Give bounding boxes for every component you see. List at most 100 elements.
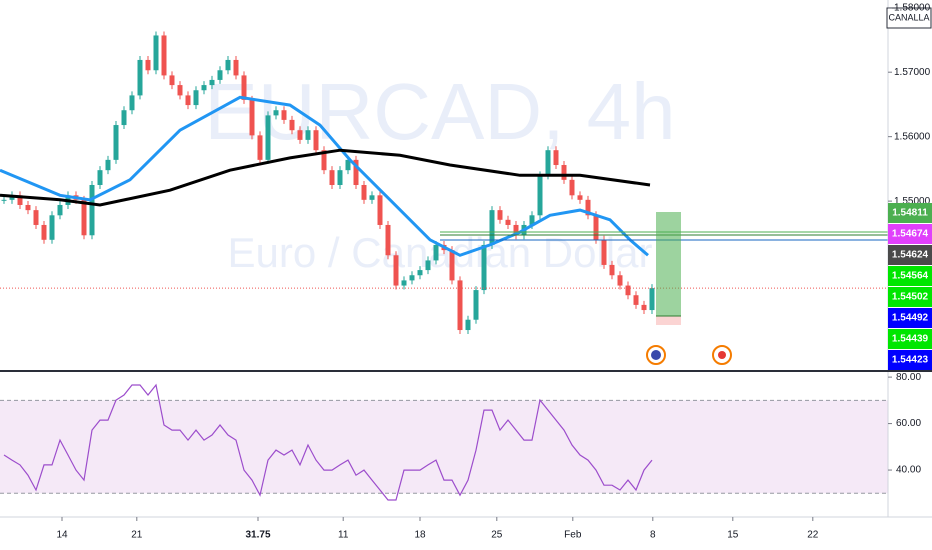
x-tick-label: 14 <box>56 530 68 541</box>
candle <box>345 159 351 171</box>
candle <box>121 110 127 126</box>
x-tick-label: 22 <box>807 530 819 541</box>
candle <box>385 224 391 256</box>
candle <box>433 244 439 261</box>
x-tick-label: 25 <box>491 530 503 541</box>
candle <box>409 275 415 281</box>
candle <box>417 270 423 276</box>
candle <box>257 135 263 160</box>
price-tag-box <box>888 266 932 286</box>
candle <box>305 130 311 140</box>
candle <box>25 204 31 211</box>
candle <box>201 85 207 91</box>
y-tick-label: 1.58000 <box>894 2 931 13</box>
candle <box>361 185 367 200</box>
candle <box>41 224 47 240</box>
price-tag: 1.54502 <box>892 292 929 303</box>
candle <box>537 175 543 216</box>
x-tick-label: 21 <box>131 530 143 541</box>
candle <box>545 150 551 176</box>
candle <box>481 244 487 291</box>
candle <box>633 295 639 305</box>
candle <box>129 95 135 111</box>
candle <box>353 159 359 185</box>
candle <box>337 170 343 185</box>
candle <box>169 75 175 86</box>
price-tag-box <box>888 287 932 307</box>
candle <box>1 199 7 201</box>
candle <box>425 260 431 271</box>
candle <box>609 264 615 276</box>
price-tag: 1.54564 <box>892 271 929 282</box>
candle <box>249 99 255 136</box>
x-tick-label: 15 <box>727 530 739 541</box>
candle <box>57 204 63 216</box>
price-tag: 1.54811 <box>892 208 928 219</box>
candle <box>489 210 495 245</box>
price-tag: 1.54624 <box>892 250 929 261</box>
candle <box>153 35 159 71</box>
candle <box>465 319 471 331</box>
y-tick-label: 1.56000 <box>894 131 931 142</box>
drawings <box>440 212 888 365</box>
candle <box>33 210 39 225</box>
candle <box>217 70 223 80</box>
candle <box>193 90 199 106</box>
y-tick-label: 60.00 <box>896 418 921 429</box>
candle <box>297 130 303 140</box>
price-tag-box <box>888 224 932 244</box>
candle <box>161 35 167 76</box>
candle <box>601 239 607 265</box>
candle <box>97 170 103 185</box>
candle <box>113 125 119 160</box>
price-tag: 1.54423 <box>892 355 929 366</box>
x-tick-label: 31.75 <box>245 530 270 541</box>
x-tick-label: 11 <box>338 530 349 541</box>
candle <box>641 304 647 311</box>
moving-average <box>0 148 651 207</box>
candle <box>177 85 183 96</box>
position-stop <box>656 316 681 325</box>
position-target <box>656 212 681 316</box>
rsi-band <box>0 400 888 494</box>
candle <box>393 255 399 286</box>
candle <box>281 110 287 120</box>
candle <box>529 215 535 225</box>
event-icon-flag <box>718 351 726 359</box>
candle <box>617 275 623 286</box>
y-tick-label: 40.00 <box>896 465 921 476</box>
candle <box>497 210 503 220</box>
candle <box>185 95 191 106</box>
x-tick-label: Feb <box>564 530 582 541</box>
candle <box>449 250 455 281</box>
candle <box>649 288 655 311</box>
candle <box>209 79 215 86</box>
price-tag-box <box>888 308 932 328</box>
y-tick-label: 80.00 <box>896 372 921 383</box>
candle <box>321 150 327 171</box>
y-tick-label: 1.55000 <box>894 196 931 207</box>
moving-average <box>0 95 649 257</box>
candle <box>625 285 631 296</box>
candle <box>265 115 271 160</box>
candle <box>49 215 55 240</box>
candle <box>241 75 247 100</box>
price-tag-box <box>888 203 932 223</box>
price-tag: 1.54492 <box>892 313 929 324</box>
price-tag-box <box>888 245 932 265</box>
candle <box>577 195 583 200</box>
x-tick-label: 8 <box>650 530 656 541</box>
candle <box>585 199 591 216</box>
y-tick-label: 1.57000 <box>894 67 931 78</box>
x-tick-label: 18 <box>414 530 426 541</box>
candle <box>329 170 335 185</box>
candle <box>561 165 567 180</box>
price-tag: 1.54674 <box>892 229 929 240</box>
candle <box>89 185 95 236</box>
rsi-line <box>3 383 653 501</box>
price-tag-box <box>888 350 932 370</box>
candle <box>473 290 479 320</box>
